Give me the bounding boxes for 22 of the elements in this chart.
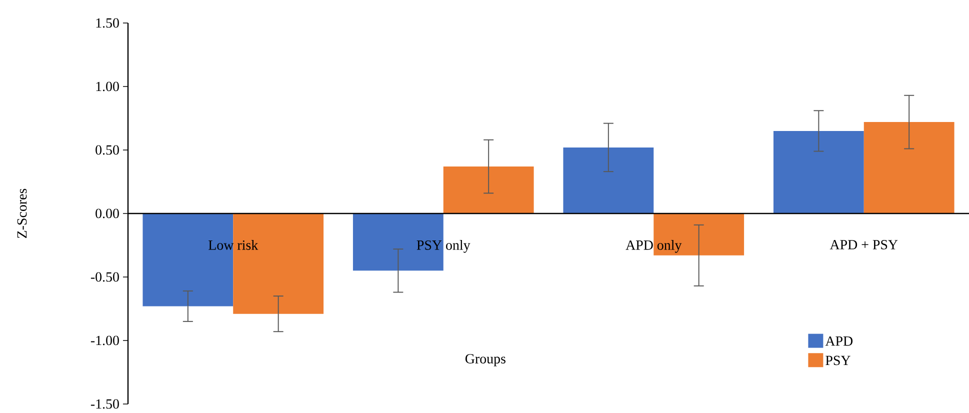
x-tick-label: APD only <box>626 240 682 253</box>
y-tick-label: -1.50 <box>90 399 119 409</box>
bar <box>352 214 444 271</box>
legend-label: APD <box>825 336 853 346</box>
bar <box>233 214 324 314</box>
bar <box>864 122 954 214</box>
bar <box>563 147 654 214</box>
x-tick-label: APD + PSY <box>830 240 898 250</box>
y-tick-label: 1.50 <box>96 18 119 28</box>
x-axis-title: Groups <box>465 354 506 366</box>
legend-label: PSY <box>826 356 850 366</box>
y-tick-label: -0.50 <box>90 272 119 282</box>
bar <box>773 130 864 214</box>
bar <box>443 166 534 214</box>
y-axis-title: Z-Scores <box>17 188 27 238</box>
y-tick-label: 0.00 <box>96 208 119 218</box>
y-tick-label: 1.00 <box>96 82 119 92</box>
y-tick-label: 0.50 <box>96 145 119 155</box>
bar <box>142 214 234 306</box>
x-tick-label: PSY only <box>416 240 470 253</box>
y-tick-label: -1.00 <box>90 336 119 346</box>
bar <box>654 214 744 256</box>
